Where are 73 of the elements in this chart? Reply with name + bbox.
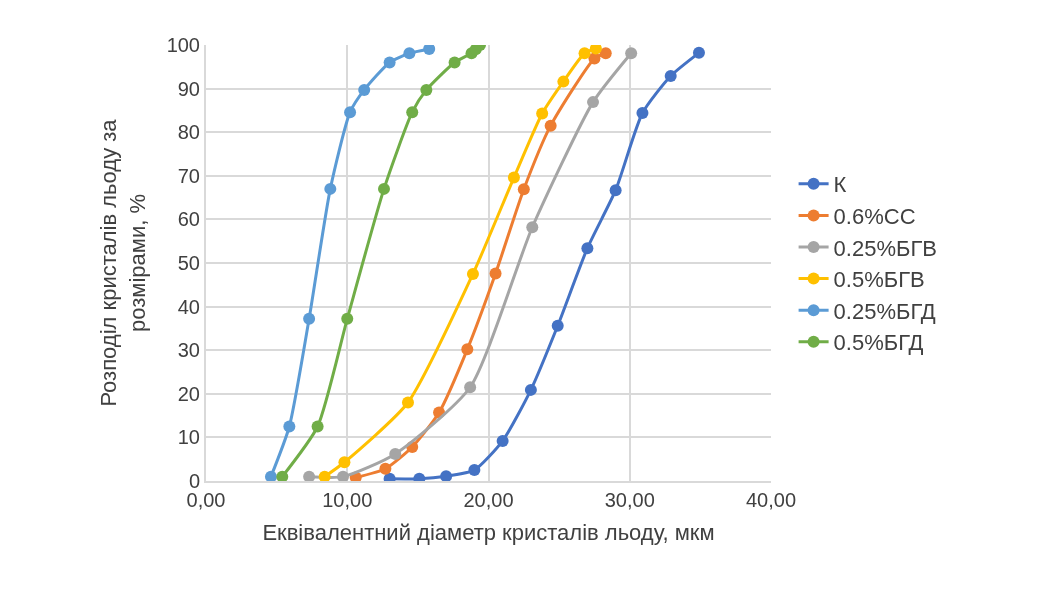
point (338, 456, 351, 469)
y-tick-label: 70 (177, 164, 200, 187)
point (303, 470, 316, 481)
point (423, 45, 436, 55)
point (344, 106, 357, 119)
x-tick-label: 40,00 (745, 489, 797, 511)
legend-label: 0.25%БГД (833, 298, 936, 324)
point (420, 83, 433, 96)
point (578, 47, 591, 60)
point (625, 47, 638, 60)
point (303, 312, 316, 325)
y-tick-label: 50 (177, 252, 200, 274)
point (389, 447, 402, 460)
point (517, 183, 530, 196)
point (461, 343, 474, 356)
point (383, 56, 396, 69)
point (581, 242, 594, 255)
point (468, 464, 481, 477)
point (692, 46, 705, 59)
x-tick-label: 10,00 (322, 489, 373, 511)
point (664, 69, 677, 82)
point (507, 171, 520, 184)
legend-label: 0.5%БГД (833, 330, 924, 356)
point (609, 184, 622, 197)
point (402, 396, 414, 409)
point (358, 83, 371, 96)
point (599, 47, 612, 60)
y-tick-label: 30 (177, 339, 200, 362)
y-tick-label: 40 (177, 295, 200, 318)
x-tick-label: 0,00 (186, 489, 226, 511)
point (276, 470, 289, 481)
point (440, 470, 453, 481)
y-tick-label: 80 (177, 121, 200, 144)
legend-label: 0.25%БГВ (833, 235, 938, 261)
point (311, 420, 324, 433)
y-tick-label: 20 (177, 382, 200, 405)
point (587, 96, 600, 109)
point (496, 434, 509, 447)
y-tick-label: 10 (177, 426, 200, 449)
point (377, 182, 390, 195)
point (318, 470, 331, 481)
legend-label: 0.5%БГВ (833, 267, 925, 293)
y-axis-title: Розподіл кристалів льоду за розмірами, % (96, 118, 150, 407)
point (636, 107, 649, 120)
point (283, 420, 296, 433)
point (406, 106, 419, 119)
point (489, 267, 502, 280)
point (264, 470, 277, 481)
y-tick-label: 100 (166, 34, 200, 56)
point (448, 56, 461, 69)
point (379, 462, 392, 475)
x-axis-title: Еквівалентний діаметр кристалів льоду, мкм (262, 520, 715, 546)
point (464, 381, 477, 394)
legend-label: К (833, 172, 847, 198)
point (588, 52, 601, 65)
point (337, 470, 350, 481)
legend-label: 0.6%СС (833, 203, 916, 229)
y-tick-label: 0 (188, 470, 200, 492)
point (536, 107, 549, 120)
x-tick-label: 20,00 (463, 489, 514, 511)
point (524, 383, 537, 396)
point (544, 119, 557, 132)
point (324, 182, 337, 195)
point (341, 312, 354, 325)
y-tick-label: 90 (177, 77, 200, 100)
point (526, 221, 539, 234)
point (403, 47, 416, 60)
point (551, 319, 564, 332)
x-tick-label: 30,00 (604, 489, 655, 511)
point (589, 45, 602, 55)
y-tick-label: 60 (177, 208, 200, 231)
point (557, 75, 570, 88)
point (466, 267, 479, 280)
